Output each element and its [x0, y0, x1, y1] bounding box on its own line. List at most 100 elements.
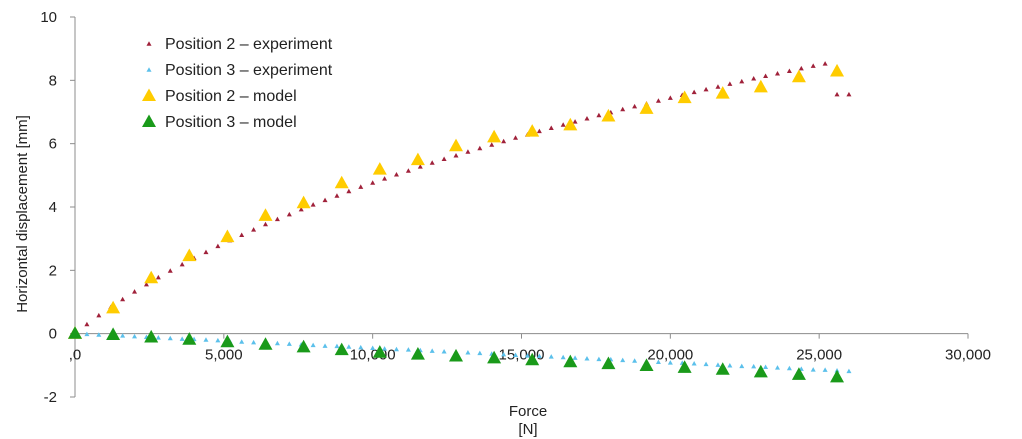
- data-point: [96, 312, 102, 318]
- data-point: [372, 162, 387, 175]
- data-point: [215, 337, 221, 343]
- legend-marker: [142, 114, 156, 128]
- data-point: [715, 86, 730, 99]
- y-tick-label: 10: [40, 9, 57, 26]
- data-point: [601, 356, 616, 370]
- y-axis-title: Horizontal displacement [mm]: [14, 115, 31, 313]
- data-point: [822, 367, 828, 372]
- data-point: [68, 326, 82, 339]
- data-point: [536, 128, 542, 134]
- data-point: [441, 349, 447, 354]
- data-point: [239, 232, 245, 237]
- data-point: [182, 248, 197, 262]
- data-point: [596, 112, 602, 118]
- data-point: [215, 243, 221, 249]
- data-point: [639, 358, 654, 372]
- data-point: [751, 363, 757, 369]
- data-point: [410, 152, 425, 166]
- data-point: [846, 368, 852, 374]
- data-point: [120, 296, 126, 302]
- data-point: [143, 281, 149, 287]
- data-point: [334, 193, 340, 198]
- data-point: [584, 355, 590, 361]
- data-point: [548, 354, 554, 359]
- data-point: [763, 364, 769, 370]
- data-point: [382, 176, 388, 181]
- data-point: [751, 76, 757, 81]
- series-2: [72, 330, 852, 374]
- data-point: [667, 95, 673, 100]
- legend-marker: [146, 67, 152, 72]
- series-1: [72, 61, 852, 336]
- data-point: [560, 122, 566, 127]
- data-point: [382, 346, 388, 351]
- data-point: [251, 227, 257, 232]
- data-point: [487, 129, 502, 143]
- data-point: [274, 216, 280, 222]
- data-point: [810, 367, 816, 372]
- data-point: [182, 332, 197, 345]
- data-point: [727, 362, 733, 368]
- data-point: [703, 361, 709, 367]
- data-point: [487, 350, 502, 364]
- data-point: [239, 339, 245, 344]
- y-tick-label: 0: [49, 326, 57, 343]
- data-point: [441, 156, 447, 161]
- data-point: [155, 274, 161, 280]
- data-point: [477, 145, 483, 151]
- data-point: [563, 354, 578, 368]
- data-point: [763, 73, 769, 79]
- data-point: [358, 344, 364, 350]
- data-point: [501, 351, 507, 357]
- data-point: [298, 206, 304, 212]
- data-point: [203, 249, 209, 255]
- data-point: [96, 332, 102, 337]
- data-point: [465, 149, 471, 154]
- data-point: [489, 142, 495, 147]
- data-point: [132, 333, 138, 339]
- data-point: [791, 69, 806, 83]
- data-point: [322, 197, 328, 203]
- data-point: [370, 345, 376, 351]
- data-point: [601, 108, 616, 122]
- data-point: [334, 342, 349, 356]
- data-point: [822, 61, 828, 66]
- data-point: [203, 337, 209, 342]
- data-point: [167, 268, 173, 273]
- series-4: [68, 326, 845, 383]
- legend-label: Position 3 – experiment: [165, 62, 333, 79]
- x-tick-label: ,0: [69, 347, 82, 364]
- data-point: [639, 101, 654, 114]
- data-point: [620, 357, 626, 363]
- data-point: [155, 335, 161, 340]
- data-point: [106, 300, 121, 314]
- data-point: [691, 361, 697, 366]
- y-tick-label: 8: [49, 72, 57, 89]
- data-point: [786, 365, 792, 371]
- data-point: [179, 261, 185, 267]
- data-point: [465, 349, 471, 355]
- legend-marker: [146, 41, 152, 46]
- x-tick-label: 25,000: [796, 347, 842, 364]
- data-point: [334, 175, 349, 189]
- x-tick-label: 5,000: [205, 347, 243, 364]
- data-point: [548, 125, 554, 130]
- data-point: [296, 339, 311, 353]
- legend: Position 2 – experiment Position 3 – expe…: [142, 36, 333, 131]
- data-point: [405, 347, 411, 352]
- data-point: [286, 211, 292, 217]
- data-point: [372, 345, 387, 358]
- data-point: [358, 184, 364, 189]
- data-point: [691, 89, 697, 95]
- data-point: [572, 119, 578, 124]
- data-point: [715, 84, 721, 89]
- y-tick-label: -2: [44, 389, 57, 406]
- data-point: [753, 364, 768, 378]
- data-point: [596, 356, 602, 362]
- data-point: [167, 335, 173, 341]
- data-point: [501, 138, 507, 144]
- data-point: [429, 348, 435, 353]
- data-point: [310, 202, 316, 207]
- data-point: [703, 86, 709, 92]
